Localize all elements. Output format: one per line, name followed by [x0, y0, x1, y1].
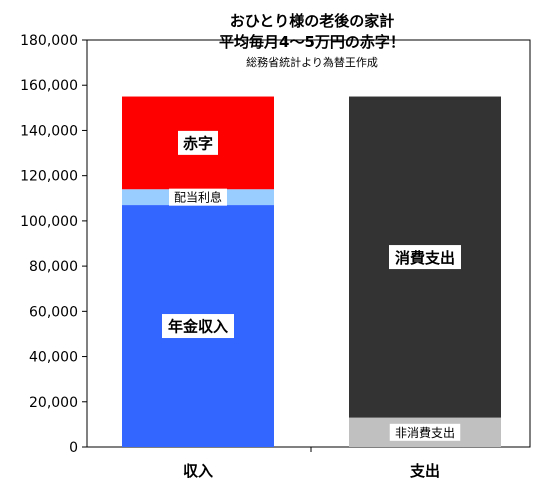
chart-title-line1: おひとり様の老後の家計: [230, 12, 395, 30]
y-tick-label: 0: [69, 440, 78, 456]
x-category-label: 支出: [409, 462, 440, 480]
segment-label-box: [169, 188, 227, 206]
segment-label: 消費支出: [395, 249, 455, 267]
chart-subtitle: 総務省統計より為替王作成: [246, 55, 378, 69]
y-tick-label: 140,000: [20, 123, 78, 139]
segment-label-box: [162, 314, 234, 339]
y-tick-label: 60,000: [29, 304, 78, 320]
segment-label: 配当利息: [174, 190, 222, 205]
y-tick-label: 160,000: [20, 78, 78, 94]
x-axis: 収入 支出: [183, 447, 440, 480]
y-tick-label: 80,000: [29, 259, 78, 275]
x-category-label: 収入: [183, 462, 213, 480]
segment-label: 非消費支出: [395, 425, 455, 440]
y-tick-label: 180,000: [20, 33, 78, 49]
y-tick-label: 120,000: [20, 169, 78, 185]
y-tick-label: 20,000: [29, 395, 78, 411]
segment-label: 年金収入: [168, 318, 228, 336]
segment-label-box: [178, 130, 218, 155]
chart-title-line2: 平均毎月4〜5万円の赤字！: [219, 33, 405, 51]
segment-label-box: [389, 245, 461, 270]
y-axis: 0 20,000 40,000 60,000 80,000 100,000 120,000 1…: [20, 33, 87, 456]
segment-label: 赤字: [183, 135, 213, 153]
segment-label-box: [389, 423, 461, 441]
y-tick-label: 100,000: [20, 214, 78, 230]
y-tick-label: 40,000: [29, 350, 78, 366]
plot-area: [86, 39, 531, 448]
